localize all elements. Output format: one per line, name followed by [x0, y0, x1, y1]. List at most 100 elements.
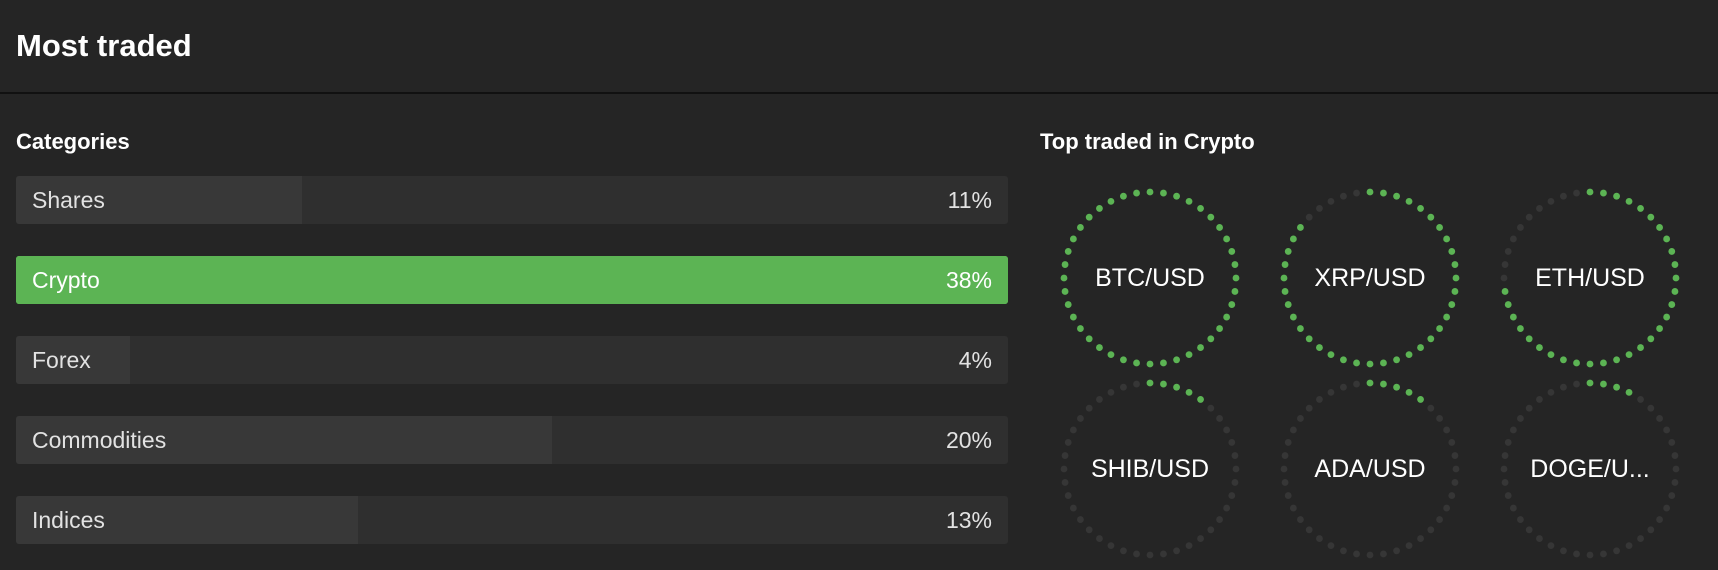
ring-dot	[1452, 274, 1460, 282]
ring-dot	[1146, 188, 1154, 196]
ring-dot	[1500, 274, 1508, 282]
ring-dot	[1223, 426, 1231, 434]
ring-dot	[1600, 359, 1607, 367]
coin-label: DOGE/U...	[1530, 455, 1650, 483]
ring-dot	[1289, 235, 1297, 243]
ring-dot	[1448, 301, 1456, 308]
coin-dotted-ring	[1280, 379, 1460, 559]
ring-dot	[1451, 479, 1459, 486]
ring-dot	[1436, 516, 1443, 523]
ring-dot	[1305, 213, 1313, 221]
ring-dot	[1560, 192, 1567, 200]
ring-dot	[1160, 359, 1167, 367]
ring-dot	[1647, 404, 1655, 412]
ring-dot	[1586, 360, 1594, 368]
ring-dot	[1146, 551, 1154, 559]
ring-dot	[1173, 192, 1180, 200]
ring-dot	[1536, 396, 1543, 403]
coin-ada-usd[interactable]: ADA/USD	[1280, 379, 1460, 559]
ring-dot	[1305, 335, 1313, 343]
category-row-indices[interactable]: Indices 13%	[16, 496, 1008, 544]
ring-dot	[1077, 224, 1084, 231]
ring-dot	[1120, 547, 1127, 555]
ring-dot	[1223, 504, 1231, 512]
ring-dot	[1656, 224, 1663, 231]
ring-dot	[1656, 415, 1663, 422]
ring-dot	[1547, 542, 1555, 550]
ring-dot	[1353, 550, 1360, 558]
ring-dot	[1096, 396, 1103, 403]
ring-dot	[1231, 452, 1239, 459]
ring-dot	[1281, 261, 1289, 268]
coin-dotted-ring	[1060, 379, 1240, 559]
ring-dot	[1069, 504, 1077, 512]
ring-dot	[1085, 335, 1093, 343]
ring-dot	[1586, 188, 1594, 196]
ring-dot	[1417, 344, 1424, 351]
ring-dot	[1305, 526, 1313, 534]
ring-dot	[1647, 526, 1655, 534]
coin-doge-usd[interactable]: DOGE/U...	[1500, 379, 1680, 559]
category-percent: 11%	[947, 187, 992, 213]
category-percent: 38%	[945, 267, 992, 293]
category-label: Commodities	[32, 427, 167, 453]
ring-dot	[1185, 351, 1193, 359]
ring-dot	[1173, 356, 1180, 364]
ring-dot	[1146, 379, 1154, 387]
ring-dot	[1077, 415, 1084, 422]
coin-label: SHIB/USD	[1090, 455, 1210, 483]
ring-dot	[1380, 189, 1387, 197]
ring-dot	[1671, 261, 1679, 268]
ring-dot	[1443, 504, 1451, 512]
ring-dot	[1231, 479, 1239, 486]
ring-dot	[1064, 248, 1072, 255]
ring-dot	[1405, 542, 1413, 550]
ring-dot	[1613, 192, 1620, 200]
category-row-crypto[interactable]: Crypto 38%	[16, 256, 1008, 304]
ring-dot	[1160, 189, 1167, 197]
ring-dot	[1107, 542, 1115, 550]
category-percent: 13%	[945, 507, 992, 533]
ring-dot	[1443, 426, 1451, 434]
ring-dot	[1451, 261, 1459, 268]
ring-dot	[1393, 192, 1400, 200]
ring-dot	[1560, 547, 1567, 555]
ring-dot	[1668, 439, 1676, 446]
coin-dotted-ring	[1060, 188, 1240, 368]
ring-dot	[1340, 356, 1347, 364]
category-row-forex[interactable]: Forex 4%	[16, 336, 1008, 384]
ring-dot	[1501, 452, 1509, 459]
coin-shib-usd[interactable]: SHIB/USD	[1060, 379, 1240, 559]
ring-dot	[1547, 351, 1555, 359]
ring-dot	[1448, 492, 1456, 499]
ring-dot	[1120, 356, 1127, 364]
ring-dot	[1613, 383, 1620, 391]
ring-dot	[1281, 479, 1289, 486]
ring-dot	[1207, 404, 1215, 412]
ring-dot	[1289, 504, 1297, 512]
coin-btc-usd[interactable]: BTC/USD	[1060, 188, 1240, 368]
ring-dot	[1173, 383, 1180, 391]
category-row-commodities[interactable]: Commodities 20%	[16, 416, 1008, 464]
ring-dot	[1064, 439, 1072, 446]
ring-dot	[1600, 189, 1607, 197]
ring-dot	[1069, 313, 1077, 321]
ring-dot	[1427, 404, 1435, 412]
category-share-bar	[16, 416, 552, 464]
ring-dot	[1069, 426, 1077, 434]
coin-dotted-ring	[1280, 188, 1460, 368]
ring-dot	[1573, 550, 1580, 558]
ring-dot	[1223, 313, 1231, 321]
ring-dot	[1547, 388, 1555, 396]
ring-dot	[1501, 261, 1509, 268]
coin-eth-usd[interactable]: ETH/USD	[1500, 188, 1680, 368]
coin-xrp-usd[interactable]: XRP/USD	[1280, 188, 1460, 368]
ring-dot	[1443, 235, 1451, 243]
ring-dot	[1560, 383, 1567, 391]
ring-dot	[1077, 516, 1084, 523]
ring-dot	[1547, 197, 1555, 205]
ring-dot	[1380, 550, 1387, 558]
ring-dot	[1536, 344, 1543, 351]
category-row-shares[interactable]: Shares 11%	[16, 176, 1008, 224]
ring-dot	[1509, 313, 1517, 321]
